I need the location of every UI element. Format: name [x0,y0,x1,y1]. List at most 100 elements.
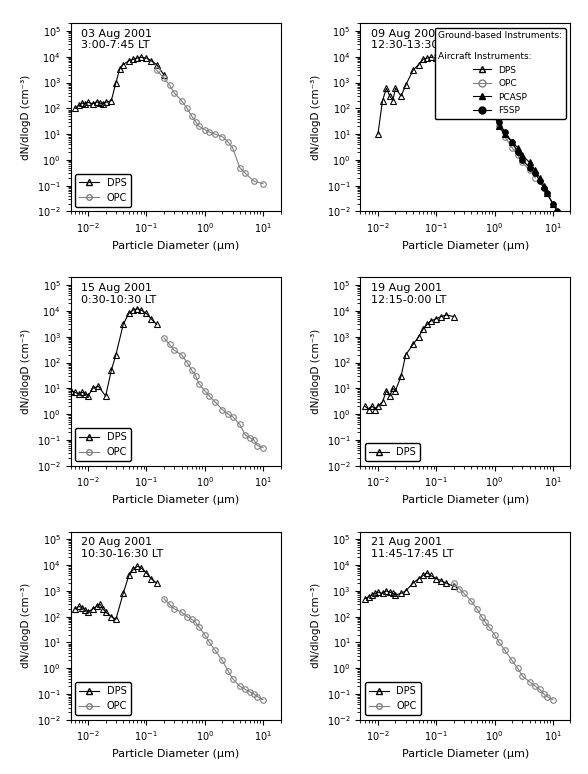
OPC [250,435,258,444]
DPS [108,612,115,622]
OPC [450,578,457,587]
DPS [415,60,422,69]
DPS [427,317,434,326]
PCASP [478,86,485,95]
Y-axis label: dN/dlogD (cm⁻³): dN/dlogD (cm⁻³) [311,329,321,414]
DPS [85,608,92,617]
DPS [375,129,382,139]
FSSP [501,128,508,137]
DPS [397,372,405,381]
DPS [82,605,89,615]
OPC [540,690,547,699]
OPC [188,111,195,121]
DPS [365,405,372,414]
OPC [178,608,185,617]
OPC [219,132,226,142]
PCASP [482,96,489,105]
DPS [415,574,422,584]
OPC [188,615,195,624]
FSSP [473,78,480,87]
DPS [423,53,430,63]
DPS [125,57,132,66]
Line: FSSP: FSSP [474,80,566,220]
X-axis label: Particle Diameter (μm): Particle Diameter (μm) [112,241,239,251]
DPS [450,66,457,75]
DPS [134,304,141,313]
Line: OPC: OPC [433,54,538,180]
OPC [225,409,232,419]
OPC [171,604,178,614]
OPC [236,163,243,173]
DPS [102,98,109,107]
DPS [409,340,416,349]
OPC [242,169,249,178]
FSSP [519,156,526,165]
DPS [379,589,386,598]
OPC [212,646,219,655]
OPC [433,52,440,61]
OPC [549,695,556,704]
OPC [473,604,480,614]
DPS [365,592,372,601]
DPS [409,66,416,75]
DPS [89,99,96,108]
PCASP [540,181,547,190]
DPS [120,589,127,598]
DPS [389,96,396,105]
Line: DPS: DPS [68,306,159,399]
DPS [433,314,440,324]
Line: PCASP: PCASP [444,62,556,207]
DPS [89,384,96,393]
PCASP [514,143,521,152]
DPS [433,574,440,584]
OPC [443,55,450,64]
DPS [372,589,379,598]
DPS [450,582,457,591]
FSSP [482,91,489,101]
OPC [201,386,208,396]
FSSP [496,117,503,126]
OPC [509,143,516,152]
Text: 19 Aug 2001
12:15-0:00 LT: 19 Aug 2001 12:15-0:00 LT [371,283,446,305]
DPS [443,310,450,320]
OPC [166,340,173,349]
OPC [166,80,173,90]
Legend: DPS: DPS [365,443,420,461]
OPC [254,441,261,450]
OPC [246,433,253,443]
DPS [143,53,150,63]
PCASP [501,129,508,139]
FSSP [514,148,521,157]
DPS [93,97,100,106]
Y-axis label: dN/dlogD (cm⁻³): dN/dlogD (cm⁻³) [311,75,321,160]
PCASP [549,199,556,208]
OPC [201,125,208,134]
OPC [450,58,457,67]
DPS [423,568,430,577]
DPS [392,386,399,396]
DPS [389,384,396,393]
DPS [153,320,160,329]
OPC [460,589,467,598]
FSSP [532,169,539,178]
OPC [250,176,258,186]
OPC [478,88,485,98]
OPC [482,96,489,105]
DPS [409,578,416,587]
OPC [206,638,213,647]
OPC [206,392,213,401]
Text: 03 Aug 2001
3:00-7:45 LT: 03 Aug 2001 3:00-7:45 LT [81,29,152,50]
OPC [514,663,521,673]
DPS [96,98,103,108]
DPS [386,587,393,597]
OPC [219,405,226,414]
DPS [102,608,109,617]
DPS [427,570,434,580]
Legend: DPS, OPC: DPS, OPC [75,683,131,715]
FSSP [478,84,485,93]
OPC [219,656,226,665]
DPS [369,591,376,600]
Legend: DPS, OPC: DPS, OPC [365,683,420,715]
DPS [130,55,137,64]
OPC [192,117,199,126]
